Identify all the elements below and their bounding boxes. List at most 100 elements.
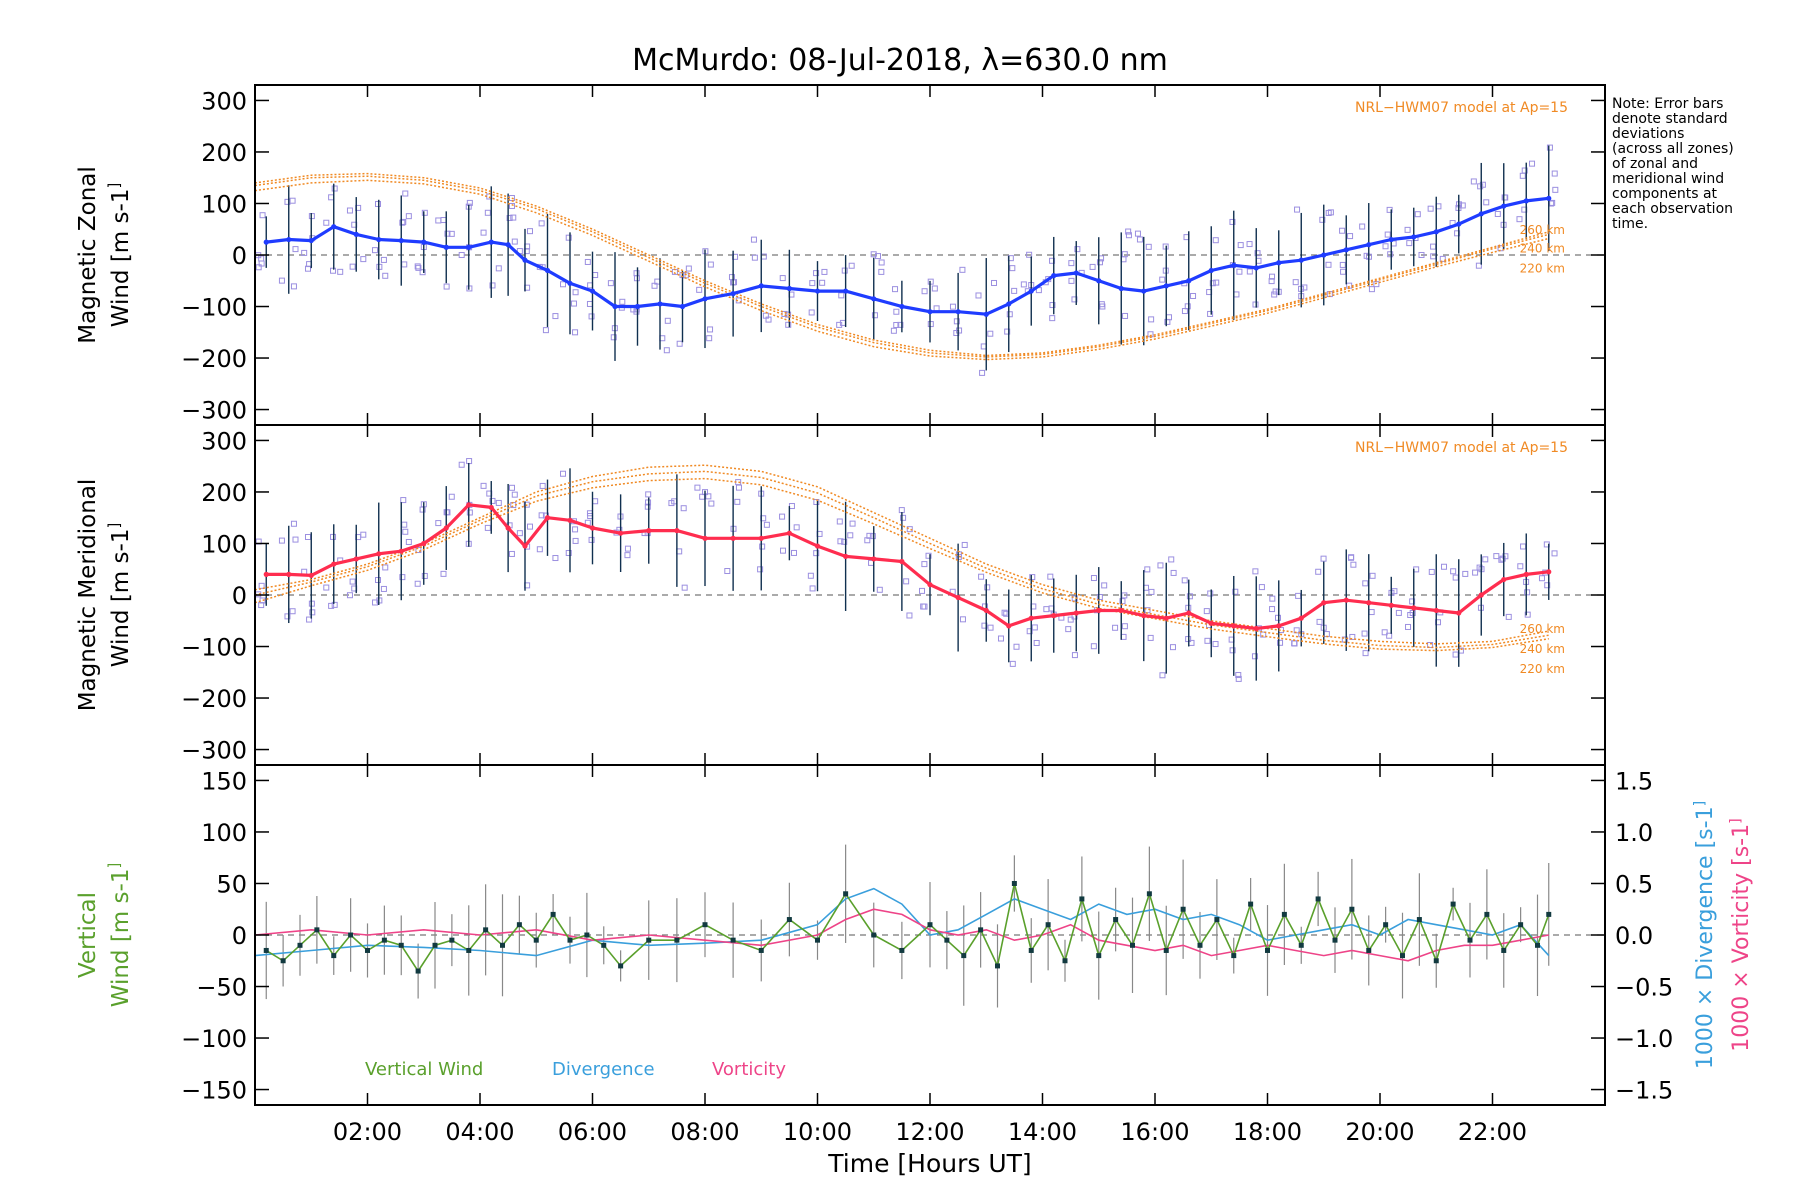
x-tick-label: 18:00	[1233, 1118, 1302, 1146]
zonal-wind-point	[1208, 267, 1214, 274]
zone-wind-point	[847, 532, 854, 539]
zone-wind-point	[323, 219, 330, 226]
zone-wind-point	[565, 234, 572, 241]
zone-wind-point	[763, 521, 770, 528]
zonal-wind-point	[1523, 198, 1529, 204]
y-tick-label: −300	[181, 397, 247, 425]
zone-wind-point	[1406, 240, 1413, 247]
meridional-wind-point	[1253, 625, 1259, 632]
zone-wind-point	[415, 547, 422, 554]
zone-wind-point	[1235, 675, 1242, 682]
zone-wind-point	[1405, 623, 1412, 630]
zone-wind-point	[1482, 556, 1489, 563]
vertical-wind-point	[1028, 947, 1034, 953]
panel-zonal: NRL−HWM07 model at Ap=15 260 km 240 km 220 …	[75, 84, 1606, 426]
zone-wind-point	[306, 616, 313, 623]
y2-tick-label: −1.0	[1615, 1025, 1673, 1053]
vertical-wind-point	[1146, 891, 1152, 897]
model-curve-240km	[254, 175, 1549, 358]
legend-item: Vorticity	[712, 1059, 786, 1080]
zone-wind-point	[1258, 584, 1265, 591]
zone-wind-point	[1409, 598, 1416, 605]
vertical-wind-point	[1265, 947, 1270, 953]
y-tick-label: 0	[232, 242, 247, 270]
zonal-wind-point	[612, 303, 618, 310]
meridional-wind-point	[955, 594, 961, 601]
vertical-wind-point	[601, 942, 607, 948]
vertical-wind-point	[1433, 958, 1439, 964]
zone-wind-point	[1090, 575, 1097, 582]
zone-wind-point	[1359, 223, 1366, 230]
zone-wind-point	[323, 584, 330, 591]
zone-wind-point	[1452, 574, 1459, 581]
zone-wind-point	[511, 238, 518, 245]
vertical-wind-point	[297, 942, 303, 948]
zone-wind-point	[1089, 263, 1096, 270]
zone-wind-point	[1011, 287, 1018, 294]
meridional-wind-point	[263, 571, 269, 577]
zone-wind-point	[1169, 644, 1176, 651]
zone-wind-point	[848, 262, 855, 269]
zonal-wind-point	[1411, 234, 1417, 240]
zone-wind-point	[1404, 226, 1411, 233]
vertical-wind-point	[1113, 917, 1119, 923]
zonal-wind-point	[1006, 301, 1012, 307]
zone-wind-point	[480, 229, 487, 236]
zone-wind-point	[734, 498, 741, 505]
zone-wind-point	[1068, 277, 1075, 284]
vertical-wind-point	[1214, 917, 1220, 923]
altitude-label: 260 km	[1520, 223, 1565, 237]
zone-wind-point	[360, 256, 367, 263]
meridional-wind-point	[1276, 623, 1282, 629]
zone-wind-point	[292, 536, 299, 543]
meridional-wind-point	[488, 504, 494, 511]
meridional-wind-point	[1186, 610, 1192, 616]
zone-wind-point	[1362, 580, 1369, 587]
zone-wind-point	[975, 292, 982, 299]
zone-wind-point	[1159, 276, 1166, 283]
zone-wind-point	[921, 288, 928, 295]
vertical-wind-point	[618, 963, 624, 969]
zonal-wind-point	[899, 303, 905, 310]
zone-wind-point	[1074, 246, 1081, 253]
zone-wind-point	[304, 265, 311, 272]
y2-axis-title: 1000 × Vorticity [s-1]	[1728, 818, 1754, 1051]
zone-wind-point	[897, 321, 904, 328]
zone-wind-point	[645, 491, 652, 498]
zone-wind-point	[444, 509, 451, 516]
zone-wind-point	[1459, 202, 1466, 209]
zone-wind-point	[1033, 639, 1040, 646]
zone-wind-point	[708, 500, 715, 507]
zone-wind-point	[1350, 561, 1357, 568]
zone-wind-point	[1319, 216, 1326, 223]
zone-wind-point	[1386, 632, 1393, 639]
zonal-wind-point	[1276, 260, 1282, 266]
zone-wind-point	[1001, 609, 1008, 616]
vertical-wind-point	[466, 947, 472, 953]
vertical-wind-point	[1450, 901, 1456, 907]
zone-wind-point	[788, 503, 795, 510]
vertical-wind-point	[1315, 896, 1321, 902]
zone-wind-point	[1428, 568, 1435, 575]
zone-wind-point	[1529, 160, 1536, 167]
zonal-wind-point	[1298, 257, 1304, 263]
zone-wind-point	[959, 616, 966, 623]
zone-wind-point	[349, 263, 356, 270]
zone-wind-point	[415, 264, 422, 271]
zone-wind-point	[572, 329, 579, 336]
zone-wind-point	[1164, 318, 1171, 325]
zone-wind-point	[1268, 278, 1275, 285]
zonal-wind-point	[1433, 229, 1439, 235]
meridional-wind-point	[1433, 607, 1439, 614]
y2-axis-title: 1000 × Divergence [s-1]	[1692, 801, 1718, 1069]
zone-wind-point	[961, 541, 968, 548]
meridional-wind-point	[1118, 607, 1124, 614]
zone-wind-point	[289, 197, 296, 204]
zone-wind-point	[1254, 250, 1261, 257]
zonal-wind-point	[589, 288, 596, 294]
zone-wind-point	[1427, 642, 1434, 649]
zone-wind-point	[707, 326, 714, 333]
zone-wind-point	[466, 199, 473, 206]
y-tick-label: 300	[201, 87, 247, 115]
zone-wind-point	[1293, 627, 1300, 634]
